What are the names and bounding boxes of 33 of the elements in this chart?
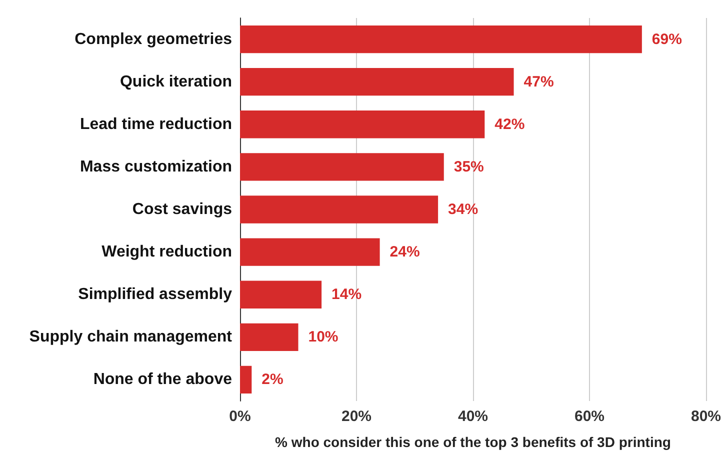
x-tick-label: 80% (690, 408, 722, 425)
y-tick-label: Cost savings (132, 201, 232, 218)
bar (240, 25, 642, 54)
bar (240, 110, 485, 138)
y-tick-label: Complex geometries (74, 30, 232, 48)
bar (240, 153, 444, 181)
y-tick-label: None of the above (93, 371, 232, 388)
data-label: 10% (308, 328, 338, 346)
data-label: 2% (262, 371, 284, 388)
y-tick-label: Weight reduction (102, 244, 232, 261)
data-label: 24% (390, 244, 420, 261)
data-label: 42% (494, 116, 525, 133)
y-tick-label: Simplified assembly (78, 286, 232, 304)
data-label: 35% (454, 158, 484, 176)
x-tick-label: 20% (341, 408, 372, 425)
bar (240, 323, 298, 351)
x-tick-label: 60% (574, 408, 605, 425)
data-label: 14% (332, 286, 362, 304)
x-axis-title: % who consider this one of the top 3 benefits of 3D printing (275, 434, 671, 450)
data-label: 34% (448, 201, 478, 218)
bar (240, 196, 438, 224)
bar (240, 280, 322, 308)
bar (240, 68, 514, 96)
data-label: 69% (652, 30, 682, 48)
x-tick-label: 40% (458, 408, 488, 425)
y-tick-label: Lead time reduction (80, 116, 232, 133)
bar (240, 366, 252, 394)
data-label: 47% (524, 73, 554, 90)
bar (240, 238, 380, 266)
y-tick-label: Quick iteration (120, 73, 232, 90)
y-tick-label: Mass customization (80, 158, 232, 176)
y-tick-label: Supply chain management (29, 328, 233, 346)
x-tick-label: 0% (229, 408, 251, 425)
